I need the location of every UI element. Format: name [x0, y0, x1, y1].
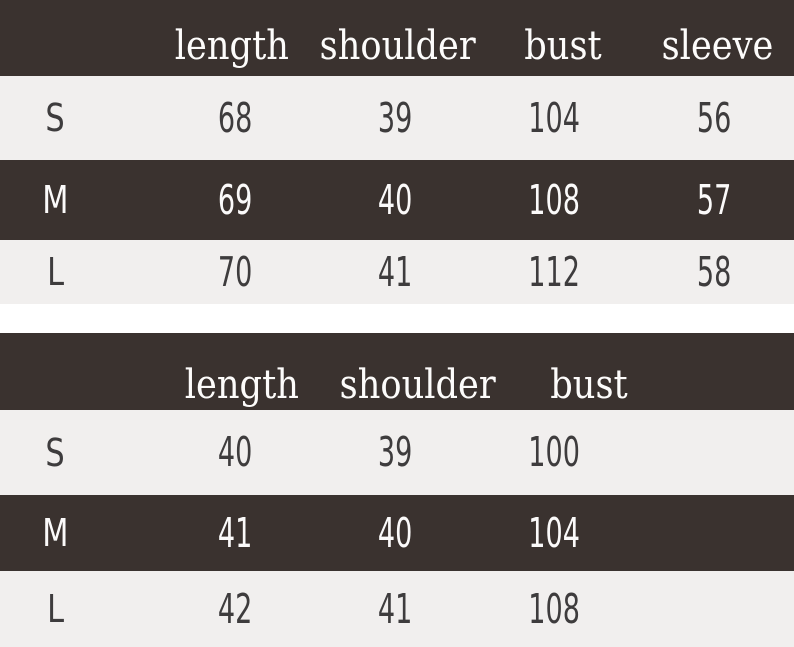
value-cell: 40 — [315, 495, 475, 571]
value-length: 42 — [217, 584, 253, 633]
value-shoulder: 41 — [377, 247, 412, 296]
value-bust: 108 — [528, 175, 581, 224]
value-length: 69 — [217, 175, 253, 224]
header-cell: shoulder — [307, 333, 506, 410]
size-table-top: length shoulder bust sleeve S 68 39 104 … — [0, 0, 794, 304]
table-header-row: length shoulder bust — [0, 333, 794, 410]
header-empty-cell — [0, 333, 155, 410]
header-cell: shoulder — [309, 0, 486, 76]
value-bust: 100 — [528, 428, 581, 476]
table-row: L 42 41 108 — [0, 571, 794, 647]
value-cell: 41 — [315, 571, 475, 647]
table-row: L 70 41 112 58 — [0, 240, 794, 304]
size-label: L — [47, 250, 64, 294]
size-table-bottom: length shoulder bust S 40 39 100 M 41 4 — [0, 333, 794, 647]
column-header-length: length — [184, 362, 299, 408]
size-cell: L — [0, 240, 155, 304]
value-cell: 108 — [475, 571, 635, 647]
value-bust: 104 — [528, 508, 581, 557]
value-length: 40 — [217, 428, 253, 476]
table-row: M 69 40 108 57 — [0, 160, 794, 240]
value-cell: 42 — [155, 571, 315, 647]
value-cell: 104 — [475, 76, 635, 160]
table-header-row: length shoulder bust sleeve — [0, 0, 794, 76]
size-cell: S — [0, 76, 155, 160]
header-cell: length — [155, 0, 309, 76]
size-label: M — [42, 511, 69, 555]
value-cell: 68 — [155, 76, 315, 160]
column-header-bust: bust — [550, 362, 628, 408]
value-length: 41 — [217, 508, 253, 557]
table-row: M 41 40 104 — [0, 495, 794, 571]
header-empty-cell — [650, 333, 794, 410]
value-shoulder: 39 — [377, 93, 412, 142]
value-cell: 39 — [315, 76, 475, 160]
size-label: S — [45, 96, 66, 140]
value-length: 70 — [217, 247, 253, 296]
value-bust: 104 — [528, 93, 581, 142]
value-shoulder: 40 — [377, 175, 412, 224]
value-length: 68 — [217, 93, 253, 142]
size-cell: L — [0, 571, 155, 647]
value-cell: 112 — [475, 240, 635, 304]
size-label: M — [42, 178, 69, 222]
value-cell: 100 — [475, 410, 635, 495]
value-cell: 108 — [475, 160, 635, 240]
column-header-length: length — [174, 23, 290, 69]
value-shoulder: 40 — [377, 508, 412, 557]
header-cell: bust — [506, 333, 650, 410]
header-cell: sleeve — [640, 0, 794, 76]
value-cell: 41 — [315, 240, 475, 304]
value-sleeve: 58 — [696, 247, 732, 296]
empty-cell — [634, 495, 794, 571]
value-bust: 108 — [528, 584, 581, 633]
column-header-shoulder: shoulder — [319, 23, 476, 69]
value-sleeve: 57 — [696, 175, 732, 224]
size-label: L — [47, 587, 64, 631]
value-cell: 57 — [634, 160, 794, 240]
column-header-bust: bust — [524, 23, 602, 69]
value-cell: 69 — [155, 160, 315, 240]
header-empty-cell — [0, 0, 155, 76]
value-bust: 112 — [528, 247, 581, 296]
value-cell: 39 — [315, 410, 475, 495]
table-row: S 40 39 100 — [0, 410, 794, 495]
column-header-sleeve: sleeve — [661, 23, 773, 69]
value-shoulder: 41 — [377, 584, 412, 633]
empty-cell — [634, 571, 794, 647]
size-cell: S — [0, 410, 155, 495]
header-cell: bust — [486, 0, 640, 76]
value-sleeve: 56 — [696, 93, 732, 142]
value-cell: 104 — [475, 495, 635, 571]
size-cell: M — [0, 160, 155, 240]
empty-cell — [634, 410, 794, 495]
column-header-shoulder: shoulder — [339, 362, 496, 408]
size-label: S — [45, 430, 66, 475]
value-cell: 70 — [155, 240, 315, 304]
size-cell: M — [0, 495, 155, 571]
header-cell: length — [155, 333, 307, 410]
value-cell: 56 — [634, 76, 794, 160]
value-cell: 41 — [155, 495, 315, 571]
value-cell: 40 — [155, 410, 315, 495]
value-cell: 40 — [315, 160, 475, 240]
table-separator — [0, 304, 794, 333]
value-cell: 58 — [634, 240, 794, 304]
table-row: S 68 39 104 56 — [0, 76, 794, 160]
value-shoulder: 39 — [377, 428, 412, 476]
